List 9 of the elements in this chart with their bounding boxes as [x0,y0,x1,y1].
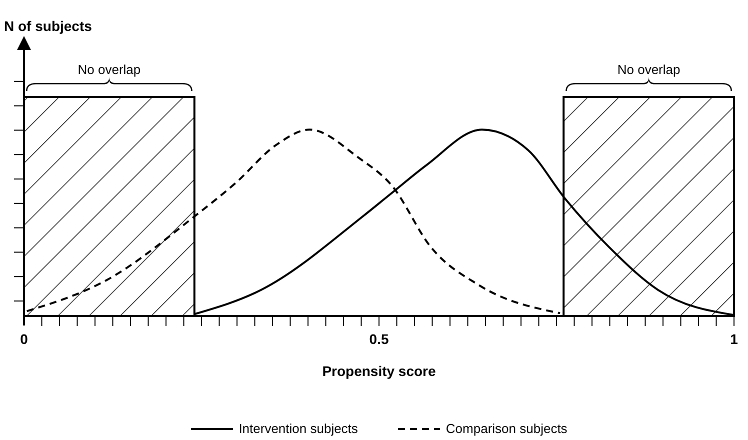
legend-label: Intervention subjects [238,421,358,436]
band-label: No overlap [617,62,680,77]
x-tick-label: 0.5 [369,330,389,347]
legend-label: Comparison subjects [446,421,568,436]
band-label: No overlap [78,62,141,77]
x-axis-title: Propensity score [322,362,436,379]
x-tick-label: 1 [730,330,738,347]
x-tick-label: 0 [20,330,28,347]
text: N of subjects [4,18,92,34]
